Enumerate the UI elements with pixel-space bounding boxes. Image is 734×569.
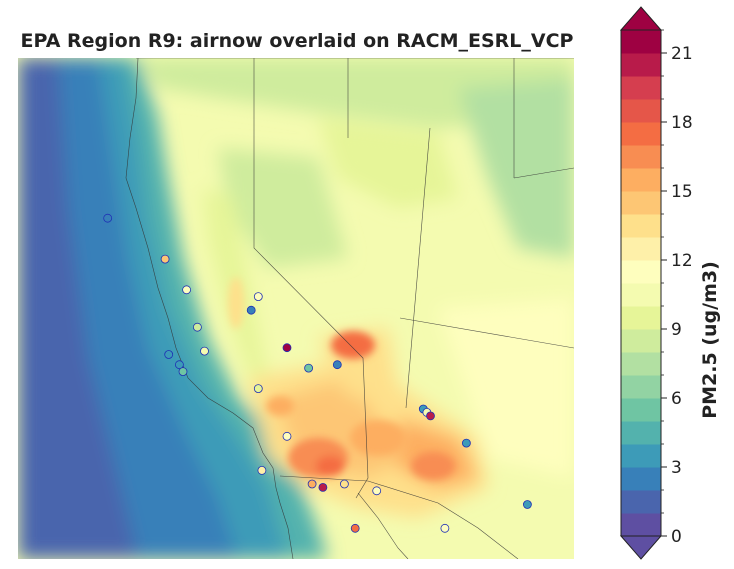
colorbar-band <box>621 237 661 261</box>
monitor-marker <box>440 523 450 533</box>
colorbar: 0 3 6 9 12 15 18 21 <box>619 6 693 560</box>
monitor-marker <box>174 360 184 370</box>
colorbar-bands <box>621 30 661 537</box>
monitor-marker <box>282 431 292 441</box>
colorbar-band <box>621 444 661 468</box>
monitor-marker <box>257 465 267 475</box>
wyoming-border <box>513 167 574 179</box>
monitor-marker <box>350 523 360 533</box>
colorbar-band <box>621 99 661 123</box>
pm25-field <box>18 58 574 559</box>
map-title: EPA Region R9: airnow overlaid on RACM_E… <box>20 30 574 52</box>
mexico-border <box>279 475 519 559</box>
monitor-marker <box>192 322 202 332</box>
monitor-marker <box>304 363 314 373</box>
colorbar-band <box>621 490 661 514</box>
colorbar-under-triangle <box>619 535 663 560</box>
colorbar-band <box>621 467 661 491</box>
colorbar-label: PM2.5 (ug/m3) <box>699 261 721 419</box>
colorbar-band <box>621 283 661 307</box>
colorbar-band <box>621 145 661 169</box>
utah-arizona-border <box>399 317 574 349</box>
colorbar-band <box>621 421 661 445</box>
monitor-marker <box>282 343 292 353</box>
state-borders <box>125 58 574 559</box>
monitor-marker <box>200 346 209 356</box>
colorbar-band <box>621 329 661 353</box>
colorbar-band <box>621 122 661 146</box>
colorbar-band <box>621 306 661 330</box>
colorbar-ticks: 0 3 6 9 12 15 18 21 <box>661 29 693 547</box>
colorbar-tick-label: 6 <box>671 389 682 409</box>
monitor-marker <box>522 500 532 509</box>
colorbar-band <box>621 513 661 537</box>
colorbar-band <box>621 76 661 100</box>
monitor-marker <box>253 292 263 302</box>
monitor-marker <box>160 254 170 264</box>
colorbar-band <box>621 260 661 284</box>
colorbar-band <box>621 398 661 422</box>
monitor-marker <box>164 350 174 359</box>
colorbar-tick-label: 3 <box>671 458 682 478</box>
map-panel <box>18 58 574 559</box>
monitor-marker <box>182 285 192 295</box>
colorbar-tick-label: 12 <box>671 251 693 271</box>
colorbar-band <box>621 168 661 192</box>
nevada-utah-border <box>405 127 431 409</box>
monitor-marker <box>103 213 113 223</box>
california-nevada-border <box>253 58 369 499</box>
colorbar-tick-label: 18 <box>671 113 693 133</box>
colorbar-band <box>621 53 661 77</box>
colorbar-tick-label: 21 <box>671 44 693 64</box>
colorbar-tick-label: 15 <box>671 182 693 202</box>
monitor-marker <box>178 367 188 377</box>
arizona-california-border <box>357 492 409 559</box>
monitor-marker <box>461 438 471 448</box>
colorbar-band <box>621 214 661 238</box>
california-coastline <box>125 58 294 559</box>
monitor-marker <box>307 479 317 489</box>
monitor-marker <box>318 482 328 492</box>
colorbar-tick-label: 9 <box>671 320 682 340</box>
colorbar-band <box>621 191 661 215</box>
monitor-marker <box>372 486 382 496</box>
colorbar-over-triangle <box>619 6 663 31</box>
monitor-marker <box>339 479 349 489</box>
monitor-marker <box>332 360 342 370</box>
monitor-markers <box>103 213 532 533</box>
colorbar-band <box>621 352 661 376</box>
monitor-marker <box>246 305 256 315</box>
colorbar-band <box>621 375 661 399</box>
monitor-marker <box>426 411 435 421</box>
monitor-marker <box>253 384 263 394</box>
colorbar-tick-label: 0 <box>671 527 682 547</box>
colorbar-band <box>621 30 661 54</box>
